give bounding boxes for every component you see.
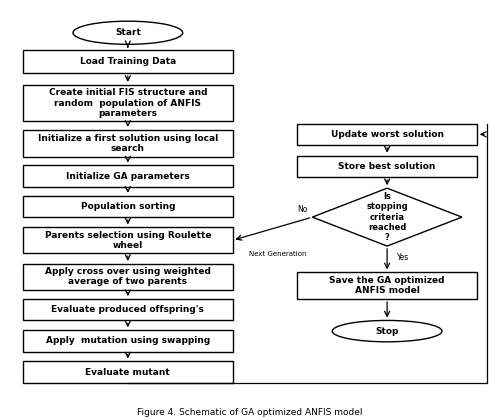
FancyBboxPatch shape xyxy=(298,272,477,299)
Text: Population sorting: Population sorting xyxy=(80,202,175,211)
FancyBboxPatch shape xyxy=(298,123,477,145)
Text: Yes: Yes xyxy=(397,253,409,262)
FancyBboxPatch shape xyxy=(298,156,477,177)
Text: Load Training Data: Load Training Data xyxy=(80,57,176,66)
FancyBboxPatch shape xyxy=(23,196,233,217)
FancyBboxPatch shape xyxy=(23,299,233,320)
Text: Initialize a first solution using local
search: Initialize a first solution using local … xyxy=(38,134,218,153)
FancyBboxPatch shape xyxy=(23,165,233,187)
Text: Stop: Stop xyxy=(376,327,399,336)
Ellipse shape xyxy=(73,21,182,45)
Text: Apply  mutation using swapping: Apply mutation using swapping xyxy=(46,336,210,345)
FancyBboxPatch shape xyxy=(23,264,233,290)
Text: Next Generation: Next Generation xyxy=(248,252,306,257)
Text: Create initial FIS structure and
random  population of ANFIS
parameters: Create initial FIS structure and random … xyxy=(48,88,207,118)
Text: Evaluate produced offspring's: Evaluate produced offspring's xyxy=(52,305,204,314)
Text: Apply cross over using weighted
average of two parents: Apply cross over using weighted average … xyxy=(45,267,211,286)
Text: Parents selection using Roulette
wheel: Parents selection using Roulette wheel xyxy=(44,231,211,250)
FancyBboxPatch shape xyxy=(23,362,233,383)
Text: Update worst solution: Update worst solution xyxy=(330,130,444,139)
Text: Is
stopping
criteria
reached
?: Is stopping criteria reached ? xyxy=(366,192,408,242)
FancyBboxPatch shape xyxy=(23,50,233,73)
FancyBboxPatch shape xyxy=(23,85,233,121)
Text: Store best solution: Store best solution xyxy=(338,162,436,171)
Text: Start: Start xyxy=(115,28,141,37)
Ellipse shape xyxy=(332,320,442,342)
Text: No: No xyxy=(297,205,308,214)
Text: Save the GA optimized
ANFIS model: Save the GA optimized ANFIS model xyxy=(330,276,445,295)
Text: Evaluate mutant: Evaluate mutant xyxy=(86,368,170,377)
Polygon shape xyxy=(312,188,462,246)
FancyBboxPatch shape xyxy=(23,330,233,352)
Text: Initialize GA parameters: Initialize GA parameters xyxy=(66,172,190,181)
Text: Figure 4. Schematic of GA optimized ANFIS model: Figure 4. Schematic of GA optimized ANFI… xyxy=(137,408,363,417)
FancyBboxPatch shape xyxy=(23,227,233,253)
FancyBboxPatch shape xyxy=(23,130,233,157)
